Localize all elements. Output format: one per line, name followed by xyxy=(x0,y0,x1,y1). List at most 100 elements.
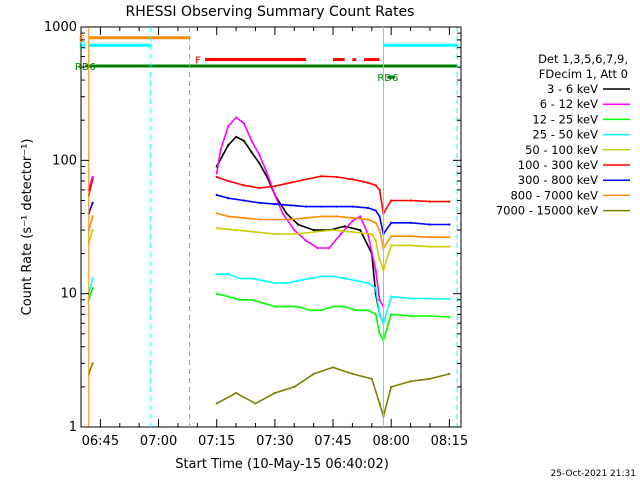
data-point-100-300-kev xyxy=(258,186,261,190)
data-point-25-50-kev xyxy=(366,282,369,285)
data-point-25-50-kev xyxy=(215,273,218,276)
data-point-100-300-kev xyxy=(409,199,412,202)
data-point-3-6-kev xyxy=(285,212,288,215)
x-tick-label: 08:00 xyxy=(372,434,409,449)
data-point-7000-15000-kev xyxy=(390,385,393,388)
data-point-25-50-kev xyxy=(374,287,377,290)
y-tick-label: 1000 xyxy=(44,20,77,35)
data-point-6-12-kev xyxy=(351,220,354,223)
data-point-6-12-kev xyxy=(359,215,362,218)
data-point-12-25-kev xyxy=(331,305,335,308)
data-point-300-800-kev xyxy=(289,204,292,207)
data-point-300-800-kev xyxy=(366,206,369,209)
data-point-300-800-kev xyxy=(242,199,245,202)
data-point-25-50-kev xyxy=(320,275,323,278)
data-point-12-25-kev xyxy=(215,292,218,295)
data-point-800-7000-kev xyxy=(320,215,323,218)
legend-entry-3-6-kev: 3 - 6 keV xyxy=(547,82,598,96)
series-line-50-100-kev xyxy=(88,227,450,273)
data-point-25-50-kev xyxy=(262,279,265,282)
data-point-300-800-kev xyxy=(320,205,323,208)
data-point-6-12-kev xyxy=(227,125,230,128)
y-axis-label: Count Rate (s⁻¹ detector⁻¹) xyxy=(20,139,35,316)
data-point-100-300-kev xyxy=(273,185,276,188)
data-point-12-25-kev xyxy=(366,309,369,312)
data-point-300-800-kev xyxy=(304,205,307,208)
data-point-25-50-kev xyxy=(409,297,412,300)
data-point-300-800-kev xyxy=(374,209,377,212)
series-line-25-50-kev xyxy=(88,273,450,326)
data-point-800-7000-kev xyxy=(227,215,230,218)
data-point-300-800-kev xyxy=(335,205,338,208)
data-point-300-800-kev xyxy=(351,205,354,208)
data-point-6-12-kev xyxy=(258,153,261,156)
data-point-100-300-kev xyxy=(242,184,245,187)
data-point-100-300-kev xyxy=(351,178,354,181)
data-point-100-300-kev xyxy=(378,188,381,191)
data-point-12-25-kev xyxy=(273,305,276,308)
data-point-25-50-kev xyxy=(273,282,276,285)
legend-header-line-2: FDecim 1, Att 0 xyxy=(539,67,628,81)
data-point-6-12-kev xyxy=(242,122,245,125)
x-tick-label: 07:00 xyxy=(140,434,177,449)
data-point-12-25-kev xyxy=(409,314,412,318)
series-line-12-25-kev xyxy=(88,287,450,342)
data-point-300-800-kev xyxy=(378,215,381,218)
data-point-6-12-kev xyxy=(219,148,222,151)
data-point-800-7000-kev xyxy=(448,236,451,239)
marker-layer xyxy=(88,27,458,427)
x-tick-label: 07:15 xyxy=(198,434,235,449)
data-point-800-7000-kev xyxy=(409,235,412,238)
data-point-100-300-kev xyxy=(448,200,451,203)
data-point-50-100-kev xyxy=(331,229,335,232)
data-point-12-25-kev xyxy=(91,287,94,290)
data-point-50-100-kev xyxy=(273,232,276,236)
data-point-800-7000-kev xyxy=(374,221,377,224)
series-line-300-800-kev xyxy=(88,194,450,236)
data-point-12-25-kev xyxy=(320,309,323,312)
data-point-7000-15000-kev xyxy=(331,366,335,369)
data-point-50-100-kev xyxy=(409,244,412,247)
data-point-800-7000-kev xyxy=(378,229,381,232)
data-point-6-12-kev xyxy=(328,246,331,250)
data-point-7000-15000-kev xyxy=(409,380,412,383)
data-point-6-12-kev xyxy=(215,172,218,175)
data-point-6-12-kev xyxy=(339,232,342,236)
data-point-300-800-kev xyxy=(215,193,218,197)
data-point-800-7000-kev xyxy=(366,218,369,221)
flag-bar-label: F xyxy=(195,56,201,67)
data-point-6-12-kev xyxy=(304,239,307,242)
data-point-300-800-kev xyxy=(428,223,432,226)
data-point-6-12-kev xyxy=(374,269,377,272)
data-point-50-100-kev xyxy=(312,230,315,234)
data-point-7000-15000-kev xyxy=(273,391,276,395)
data-point-100-300-kev xyxy=(91,178,94,181)
x-tick-label: 06:45 xyxy=(82,434,119,449)
data-point-12-25-kev xyxy=(378,332,381,335)
y-tick-label: 1 xyxy=(69,420,77,435)
data-point-25-50-kev xyxy=(227,273,230,276)
data-point-25-50-kev xyxy=(91,277,94,280)
chart-title: RHESSI Observing Summary Count Rates xyxy=(126,4,415,20)
data-point-300-800-kev xyxy=(273,203,276,206)
data-point-3-6-kev xyxy=(297,223,300,226)
data-point-7000-15000-kev xyxy=(351,372,354,375)
x-axis-label: Start Time (10-May-15 06:40:02) xyxy=(175,457,389,472)
legend-header-line-1: Det 1,3,5,6,7,9, xyxy=(538,52,628,66)
data-point-50-100-kev xyxy=(370,232,373,236)
data-point-25-50-kev xyxy=(448,298,451,301)
data-point-3-6-kev xyxy=(343,225,346,228)
flag-bar-label: RD6 xyxy=(75,62,96,73)
data-point-3-6-kev xyxy=(242,139,245,142)
data-point-50-100-kev xyxy=(91,229,94,232)
data-point-3-6-kev xyxy=(359,229,362,232)
data-point-800-7000-kev xyxy=(242,216,245,219)
data-point-6-12-kev xyxy=(235,116,238,119)
legend-entry-7000-15000-kev: 7000 - 15000 keV xyxy=(496,204,598,218)
data-point-6-12-kev xyxy=(281,212,284,215)
data-point-25-50-kev xyxy=(308,277,311,280)
data-point-100-300-kev xyxy=(335,175,338,179)
data-point-25-50-kev xyxy=(331,275,335,278)
data-point-25-50-kev xyxy=(238,277,242,280)
data-point-50-100-kev xyxy=(293,232,296,236)
